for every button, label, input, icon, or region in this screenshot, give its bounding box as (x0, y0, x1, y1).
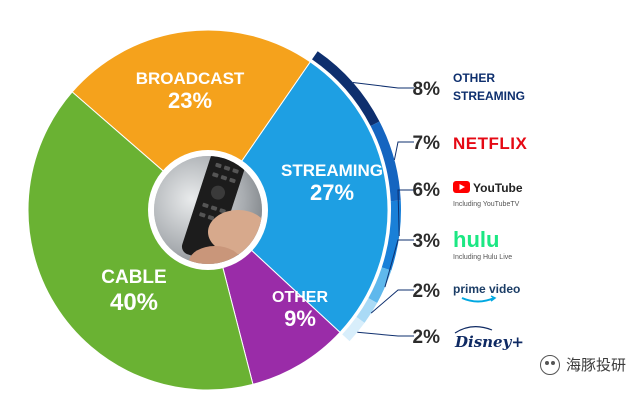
leader-line (393, 141, 414, 161)
watermark-text: 海豚投研 (565, 356, 626, 374)
disney-plus-pct: 2% (413, 327, 441, 348)
watermark: 海豚投研 (539, 354, 626, 375)
leader-line (397, 189, 414, 237)
hulu-pct: 3% (413, 231, 441, 252)
leader-line (384, 239, 414, 288)
ring-segment-youtube (381, 200, 401, 271)
center-remote-photo (148, 150, 268, 270)
other-label: OTHER (272, 289, 328, 306)
pie-slice-streaming (207, 61, 389, 334)
netflix-pct: 7% (413, 133, 441, 154)
ring-segment-netflix (370, 121, 401, 202)
streaming-label: STREAMING (281, 161, 383, 180)
youtube-wordmark: YouTube (473, 181, 523, 195)
ring-segment-hulu (368, 267, 392, 303)
disney-plus-wordmark: Disney+ (454, 333, 524, 351)
broadcast-value: 23% (168, 88, 212, 113)
youtube-sub: Including YouTubeTV (453, 201, 520, 208)
ring-segment-prime-video (356, 298, 378, 323)
netflix-logo: NETFLIX (453, 134, 527, 153)
other-streaming-pct: 8% (413, 79, 441, 100)
leader-line (352, 82, 414, 89)
cable-value: 40% (110, 289, 158, 316)
leader-lines (352, 82, 414, 337)
ring-segment-disney- (342, 317, 365, 342)
prime-video-logo: prime video (453, 282, 520, 303)
cable-label: CABLE (101, 267, 166, 288)
other-streaming-line2: STREAMING (453, 89, 525, 103)
youtube-logo: YouTube (453, 181, 523, 195)
pie-slice-broadcast (71, 29, 312, 211)
other-value: 9% (284, 306, 316, 331)
hulu-logo: hulu (453, 227, 499, 252)
pie-slice-cable (27, 91, 254, 391)
ring-segment-other-streaming (312, 51, 380, 127)
streaming-value: 27% (310, 180, 354, 205)
hulu-sub: Including Hulu Live (453, 254, 512, 261)
disney-plus-logo: Disney+ (454, 326, 524, 351)
disney-arc-icon (454, 326, 493, 334)
other-streaming-line1: OTHER (453, 71, 495, 85)
prime-smile-icon (461, 297, 495, 303)
broadcast-label: BROADCAST (136, 69, 245, 88)
streaming-breakdown-ring (312, 51, 401, 342)
prime-video-pct: 2% (413, 281, 441, 302)
prime-video-wordmark: prime video (453, 282, 520, 296)
youtube-pct: 6% (413, 180, 441, 201)
wechat-icon (539, 354, 560, 375)
leader-line (357, 331, 414, 337)
leader-line (370, 289, 414, 314)
